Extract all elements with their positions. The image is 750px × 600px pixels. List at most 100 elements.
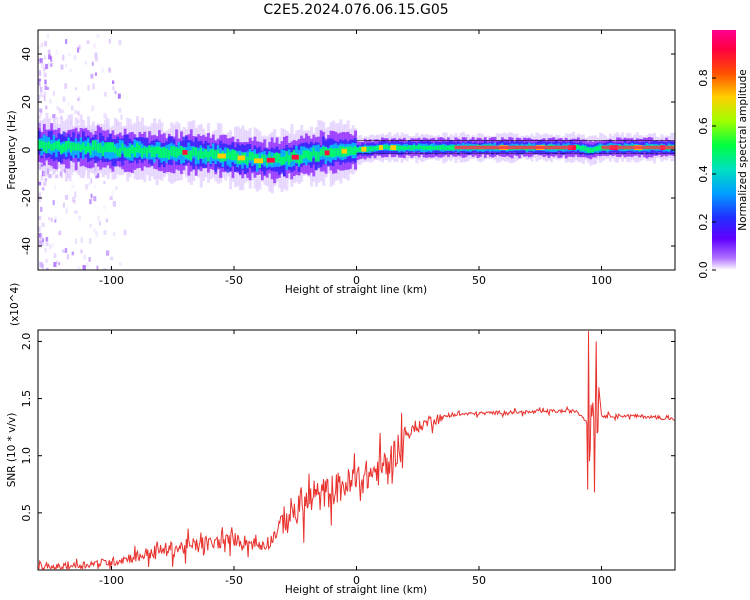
heatmap-band-cell bbox=[581, 145, 585, 151]
heatmap-noise-cell bbox=[119, 262, 122, 266]
snr-xtick-label: -50 bbox=[225, 574, 243, 587]
heatmap-noise-cell bbox=[69, 68, 73, 72]
heatmap-noise-cell bbox=[111, 80, 115, 85]
heatmap-band-cell bbox=[256, 153, 260, 163]
snr-axes: -100 -50 0 50 100 0.5 1.0 1.5 2.0 bbox=[20, 330, 675, 587]
heatmap-band-cell bbox=[143, 146, 147, 155]
heatmap-band-cell bbox=[354, 146, 358, 155]
heatmap-band-cell bbox=[297, 154, 301, 165]
heatmap-noise-cell bbox=[49, 116, 52, 121]
heatmap-band-cell bbox=[442, 144, 446, 150]
heatmap-band-cell bbox=[50, 143, 54, 152]
heatmap-noise-cell bbox=[72, 199, 77, 204]
spectrogram-ytick-label: 40 bbox=[20, 47, 33, 61]
heatmap-band-cell bbox=[307, 150, 311, 161]
snr-ytick-label: 1.5 bbox=[20, 390, 33, 408]
heatmap-band-cell bbox=[109, 142, 113, 153]
heatmap-band-cell bbox=[99, 142, 103, 154]
heatmap-band-cell bbox=[415, 145, 419, 150]
heatmap-noise-cell bbox=[111, 190, 115, 196]
heatmap-band-cell bbox=[104, 142, 108, 153]
heatmap-band-cell bbox=[40, 140, 44, 148]
heatmap-noise-cell bbox=[115, 119, 119, 126]
colorbar-tick-label: 0.2 bbox=[697, 213, 710, 231]
heatmap-band-cell bbox=[314, 151, 318, 162]
colorbar-tick-label: 0.6 bbox=[697, 117, 710, 135]
heatmap-noise-cell bbox=[41, 187, 45, 191]
heatmap-noise-cell bbox=[38, 82, 41, 86]
heatmap-hot-spot bbox=[378, 145, 384, 150]
heatmap-noise-cell bbox=[38, 78, 41, 82]
heatmap-band-cell bbox=[425, 146, 429, 150]
heatmap-band-cell bbox=[403, 146, 407, 151]
heatmap-band-cell bbox=[38, 140, 42, 151]
heatmap-band-cell bbox=[312, 147, 316, 157]
figure-title: C2E5.2024.076.06.15.G05 bbox=[263, 2, 448, 18]
heatmap-noise-cell bbox=[47, 49, 51, 55]
heatmap-band-cell bbox=[322, 146, 326, 156]
heatmap-band-cell bbox=[373, 146, 377, 150]
heatmap-band-cell bbox=[123, 147, 127, 157]
heatmap-noise-cell bbox=[90, 194, 93, 199]
heatmap-band-cell bbox=[280, 156, 284, 166]
spectrogram-ylabel: Frequency (Hz) bbox=[6, 110, 18, 189]
heatmap-band-cell bbox=[87, 142, 91, 152]
heatmap-band-cell bbox=[400, 145, 404, 150]
spectrogram-ytick-label: 0 bbox=[20, 147, 33, 154]
heatmap-noise-cell bbox=[40, 175, 44, 181]
heatmap-band-cell bbox=[248, 152, 252, 161]
heatmap-noise-cell bbox=[108, 38, 111, 44]
heatmap-noise-cell bbox=[50, 217, 54, 223]
colorbar-tick-label: 0.4 bbox=[697, 165, 710, 183]
heatmap-band-cell bbox=[358, 147, 362, 153]
heatmap-noise-cell bbox=[87, 182, 90, 187]
heatmap-noise-cell bbox=[74, 238, 78, 244]
heatmap-core-band bbox=[601, 145, 675, 150]
snr-plot-area bbox=[37, 329, 676, 571]
heatmap-band-cell bbox=[285, 151, 289, 162]
heatmap-noise-cell bbox=[50, 63, 53, 67]
heatmap-band-cell bbox=[126, 148, 130, 158]
heatmap-noise-cell bbox=[44, 42, 48, 46]
heatmap-noise-cell bbox=[96, 173, 100, 178]
heatmap-band-cell bbox=[383, 144, 387, 149]
heatmap-noise-cell bbox=[38, 233, 42, 238]
heatmap-noise-cell bbox=[54, 185, 57, 190]
heatmap-band-cell bbox=[317, 151, 321, 162]
heatmap-band-cell bbox=[398, 145, 402, 151]
heatmap-band-cell bbox=[432, 146, 436, 151]
heatmap-band-cell bbox=[131, 144, 135, 154]
heatmap-band-cell bbox=[170, 146, 174, 157]
heatmap-noise-cell bbox=[105, 113, 108, 120]
heatmap-band-cell bbox=[329, 147, 333, 158]
heatmap-noise-cell bbox=[39, 58, 43, 64]
heatmap-noise-cell bbox=[39, 70, 41, 77]
heatmap-band-cell bbox=[72, 142, 76, 151]
heatmap-noise-cell bbox=[52, 90, 55, 96]
heatmap-noise-cell bbox=[94, 52, 98, 58]
heatmap-noise-cell bbox=[75, 87, 77, 91]
heatmap-band-cell bbox=[96, 143, 100, 153]
heatmap-band-cell bbox=[101, 146, 105, 157]
heatmap-noise-cell bbox=[38, 192, 42, 198]
heatmap-hot-spot bbox=[266, 157, 275, 163]
heatmap-band-cell bbox=[194, 147, 198, 157]
heatmap-band-cell bbox=[140, 148, 144, 158]
colorbar-label: Normalized spectral amplitude bbox=[737, 69, 749, 230]
heatmap-noise-cell bbox=[89, 199, 92, 205]
heatmap-band-cell bbox=[60, 144, 64, 155]
heatmap-noise-cell bbox=[38, 45, 41, 51]
heatmap-band-cell bbox=[202, 151, 206, 159]
heatmap-noise-cell bbox=[94, 57, 98, 62]
heatmap-hot-spot bbox=[291, 154, 299, 160]
heatmap-hot-spot bbox=[217, 153, 226, 159]
heatmap-noise-cell bbox=[96, 34, 100, 39]
heatmap-noise-cell bbox=[55, 50, 59, 56]
heatmap-noise-cell bbox=[91, 105, 95, 112]
heatmap-noise-cell bbox=[56, 117, 59, 123]
colorbar-ticks: 0.0 0.2 0.4 0.6 0.8 bbox=[697, 69, 716, 279]
heatmap-band-cell bbox=[167, 150, 171, 160]
heatmap-noise-cell bbox=[76, 119, 80, 124]
heatmap-band-cell bbox=[79, 144, 83, 153]
